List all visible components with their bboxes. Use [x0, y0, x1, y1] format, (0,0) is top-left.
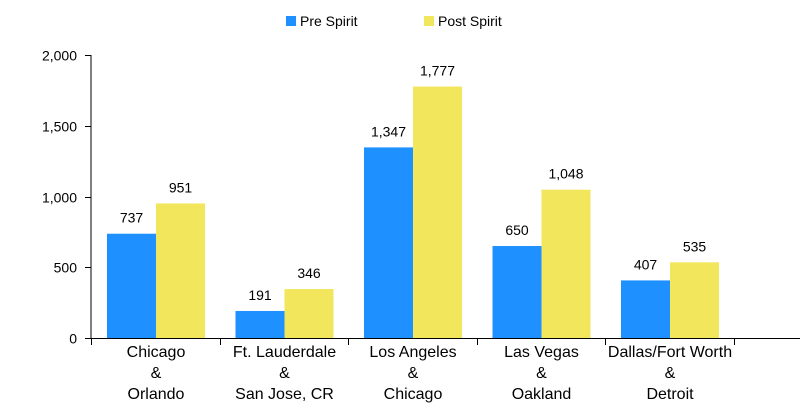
bar-pre-spirit: [364, 147, 413, 338]
bar-pre-spirit: [492, 246, 542, 338]
x-category-label: &: [536, 365, 547, 382]
bar-post-spirit: [284, 289, 334, 338]
x-category-label: Los Angeles: [369, 344, 456, 361]
x-category-label: San Jose, CR: [235, 386, 334, 403]
bar-value-label: 951: [169, 179, 193, 195]
y-tick-label: 1,000: [42, 190, 77, 206]
bar-pre-spirit: [235, 310, 285, 338]
x-category-label: Las Vegas: [504, 344, 579, 361]
x-category-label: &: [665, 365, 676, 382]
bar-value-label: 1,347: [371, 123, 406, 139]
legend-pre-spirit-swatch: [286, 16, 296, 26]
y-tick-label: 2,000: [42, 48, 77, 64]
legend-pre-spirit-label: Pre Spirit: [300, 13, 358, 29]
y-tick-label: 500: [54, 260, 78, 276]
y-tick-label: 1,500: [42, 119, 77, 135]
x-category-label: &: [408, 365, 419, 382]
bar-pre-spirit: [107, 233, 156, 338]
bar-post-spirit: [413, 86, 462, 338]
bar-value-label: 407: [634, 256, 658, 272]
x-category-label: &: [151, 365, 162, 382]
x-category-label: Detroit: [646, 386, 694, 403]
bar-value-label: 1,777: [420, 63, 455, 79]
x-category-label: Chicago: [127, 344, 186, 361]
x-category-label: Dallas/Fort Worth: [608, 344, 732, 361]
x-category-label: Orlando: [128, 386, 185, 403]
bar-post-spirit: [670, 262, 719, 338]
legend-post-spirit-label: Post Spirit: [438, 13, 502, 29]
y-tick-label: 0: [69, 331, 77, 347]
bar-value-label: 650: [505, 222, 529, 238]
bar-post-spirit: [541, 189, 591, 338]
bar-value-label: 535: [683, 238, 707, 254]
bar-value-label: 737: [120, 210, 144, 226]
x-category-label: &: [279, 365, 290, 382]
x-category-label: Chicago: [384, 386, 443, 403]
x-category-label: Ft. Lauderdale: [233, 344, 336, 361]
x-category-label: Oakland: [512, 386, 572, 403]
bar-value-label: 346: [297, 265, 321, 281]
bar-value-label: 1,048: [548, 166, 583, 182]
bar-pre-spirit: [621, 280, 670, 338]
bar-post-spirit: [156, 203, 205, 338]
bar-value-label: 191: [248, 287, 272, 303]
legend-post-spirit-swatch: [424, 16, 434, 26]
